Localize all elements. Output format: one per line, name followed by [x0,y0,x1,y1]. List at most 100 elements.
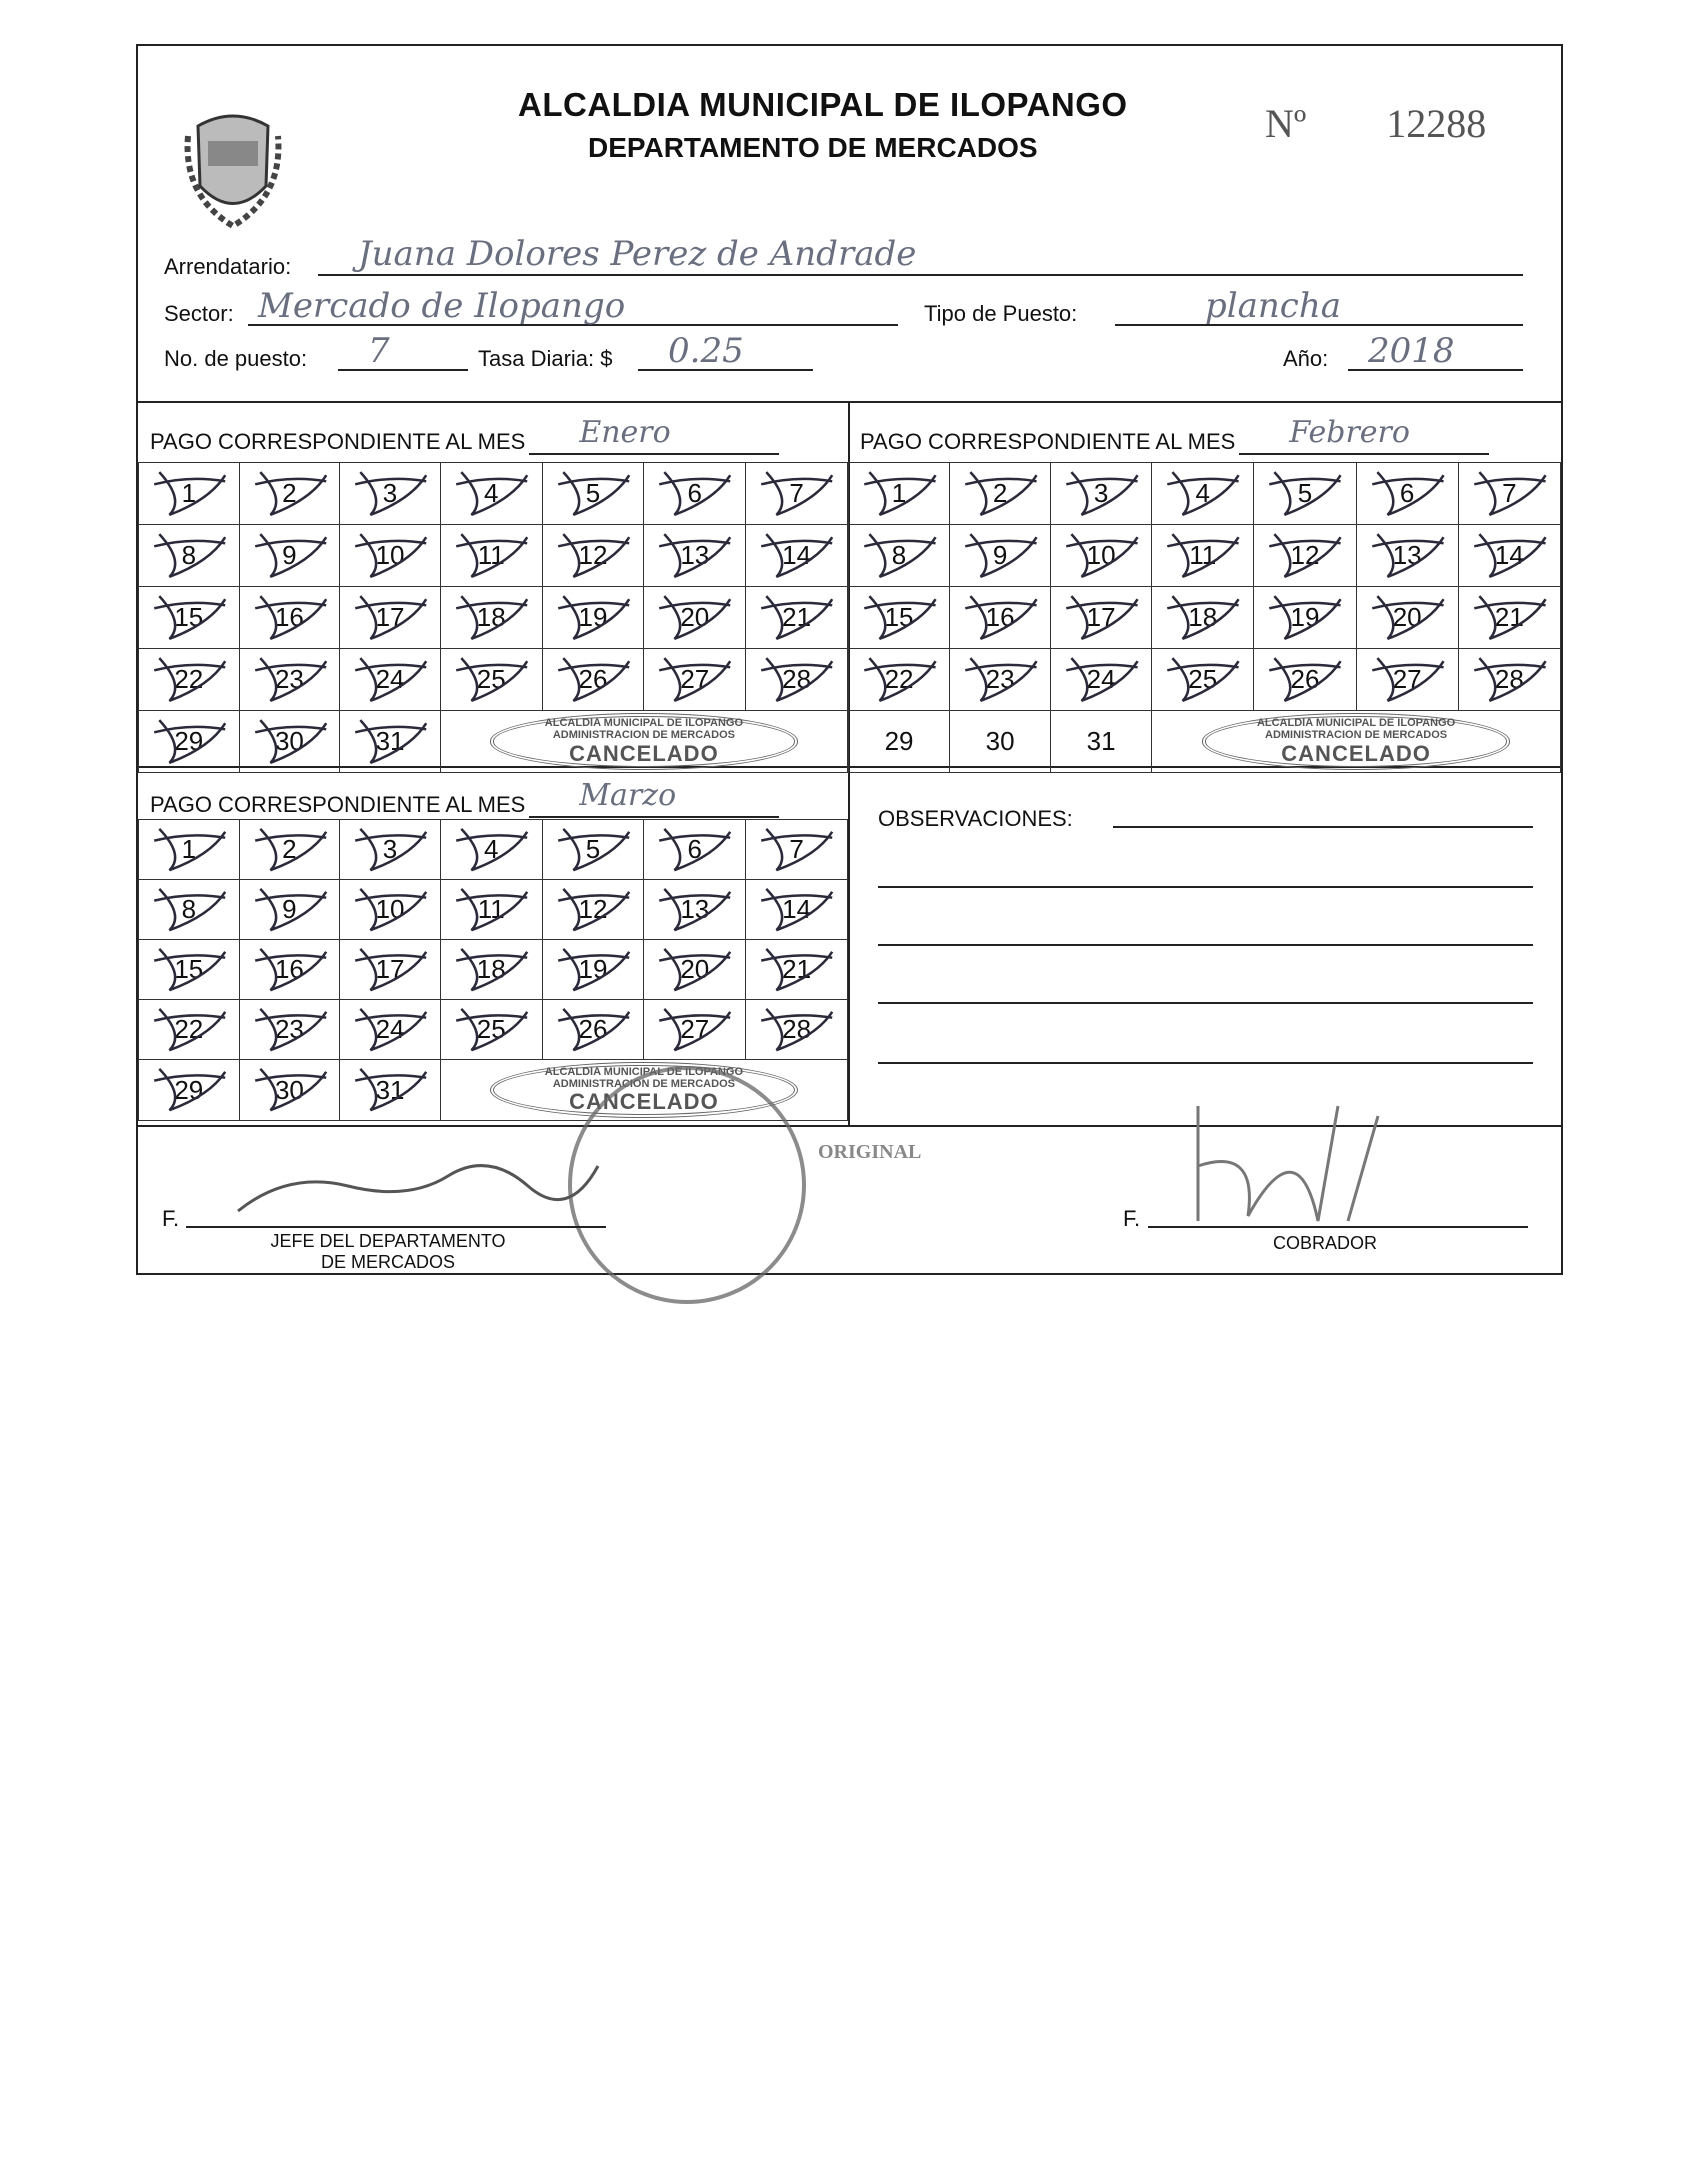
day-cell[interactable]: 14 [1457,524,1562,587]
day-cell[interactable]: 8 [138,879,240,940]
day-cell[interactable]: 6 [643,462,747,525]
day-cell[interactable]: 27 [1355,648,1459,711]
day-cell[interactable]: 28 [745,648,848,711]
day-cell[interactable]: 21 [745,586,848,649]
day-cell[interactable]: 20 [643,586,747,649]
day-cell[interactable]: 30 [238,1058,341,1122]
day-cell[interactable]: 6 [1355,462,1459,525]
day-cell[interactable]: 15 [847,586,951,649]
day-cell[interactable]: 29 [847,710,951,773]
day-cell[interactable]: 22 [847,648,951,711]
day-cell[interactable]: 10 [339,524,441,587]
day-cell[interactable]: 11 [439,879,543,940]
day-cell[interactable]: 1 [138,462,240,525]
day-cell[interactable]: 24 [339,999,441,1060]
day-cell[interactable]: 19 [541,939,645,1000]
day-cell[interactable]: 23 [238,648,341,711]
day-cell[interactable]: 31 [339,710,441,773]
day-cell[interactable]: 4 [439,462,543,525]
day-cell[interactable]: 26 [541,999,645,1060]
tipo-field[interactable]: plancha [1115,286,1523,326]
day-cell[interactable]: 6 [643,819,747,880]
day-cell[interactable]: 8 [847,524,951,587]
day-cell[interactable]: 13 [1355,524,1459,587]
day-cell[interactable]: 7 [745,462,848,525]
day-cell[interactable]: 28 [1457,648,1562,711]
day-cell[interactable]: 19 [541,586,645,649]
day-cell[interactable]: 28 [745,999,848,1060]
day-cell[interactable]: 9 [238,879,341,940]
day-cell[interactable]: 24 [1050,648,1153,711]
tasa-field[interactable]: 0.25 [638,331,813,371]
day-cell[interactable]: 2 [238,462,341,525]
day-cell[interactable]: 30 [238,710,341,773]
jefe-signature-line[interactable] [186,1226,606,1228]
day-cell[interactable]: 13 [643,524,747,587]
month-field[interactable]: Marzo [529,778,780,818]
puesto-field[interactable]: 7 [338,331,468,371]
day-cell[interactable]: 2 [949,462,1052,525]
day-cell[interactable]: 16 [949,586,1052,649]
day-cell[interactable]: 9 [949,524,1052,587]
observaciones-line[interactable] [878,886,1533,888]
day-cell[interactable]: 12 [541,879,645,940]
day-cell[interactable]: 26 [541,648,645,711]
day-cell[interactable]: 17 [339,586,441,649]
day-cell[interactable]: 17 [1050,586,1153,649]
anio-field[interactable]: 2018 [1348,331,1523,371]
day-cell[interactable]: 21 [745,939,848,1000]
day-cell[interactable]: 1 [138,819,240,880]
arrendatario-field[interactable]: Juana Dolores Perez de Andrade [318,234,1523,276]
day-cell[interactable]: 5 [541,462,645,525]
day-cell[interactable]: 27 [643,648,747,711]
day-cell[interactable]: 7 [745,819,848,880]
day-cell[interactable]: 20 [643,939,747,1000]
day-cell[interactable]: 14 [745,524,848,587]
day-cell[interactable]: 25 [439,999,543,1060]
day-cell[interactable]: 11 [1151,524,1255,587]
day-cell[interactable]: 18 [439,939,543,1000]
day-cell[interactable]: 3 [339,819,441,880]
day-cell[interactable]: 31 [339,1058,441,1122]
cobrador-signature-line[interactable] [1148,1226,1528,1228]
day-cell[interactable]: 3 [1050,462,1153,525]
day-cell[interactable]: 16 [238,939,341,1000]
day-cell[interactable]: 22 [138,999,240,1060]
day-cell[interactable]: 11 [439,524,543,587]
day-cell[interactable]: 10 [339,879,441,940]
day-cell[interactable]: 29 [138,710,240,773]
day-cell[interactable]: 5 [541,819,645,880]
month-field[interactable]: Febrero [1239,415,1490,455]
day-cell[interactable]: 31 [1050,710,1153,773]
day-cell[interactable]: 13 [643,879,747,940]
day-cell[interactable]: 4 [1151,462,1255,525]
sector-field[interactable]: Mercado de Ilopango [248,286,898,326]
observaciones-line[interactable] [878,1062,1533,1064]
day-cell[interactable]: 3 [339,462,441,525]
day-cell[interactable]: 16 [238,586,341,649]
day-cell[interactable]: 17 [339,939,441,1000]
observaciones-line[interactable] [878,1002,1533,1004]
day-cell[interactable]: 22 [138,648,240,711]
day-cell[interactable]: 2 [238,819,341,880]
day-cell[interactable]: 15 [138,939,240,1000]
day-cell[interactable]: 5 [1253,462,1357,525]
day-cell[interactable]: 30 [949,710,1052,773]
month-field[interactable]: Enero [529,415,780,455]
day-cell[interactable]: 4 [439,819,543,880]
day-cell[interactable]: 8 [138,524,240,587]
day-cell[interactable]: 25 [1151,648,1255,711]
day-cell[interactable]: 23 [949,648,1052,711]
day-cell[interactable]: 10 [1050,524,1153,587]
day-cell[interactable]: 20 [1355,586,1459,649]
day-cell[interactable]: 9 [238,524,341,587]
observaciones-line[interactable] [1113,826,1533,828]
day-cell[interactable]: 18 [439,586,543,649]
day-cell[interactable]: 14 [745,879,848,940]
day-cell[interactable]: 1 [847,462,951,525]
day-cell[interactable]: 18 [1151,586,1255,649]
day-cell[interactable]: 12 [541,524,645,587]
day-cell[interactable]: 21 [1457,586,1562,649]
day-cell[interactable]: 19 [1253,586,1357,649]
day-cell[interactable]: 25 [439,648,543,711]
